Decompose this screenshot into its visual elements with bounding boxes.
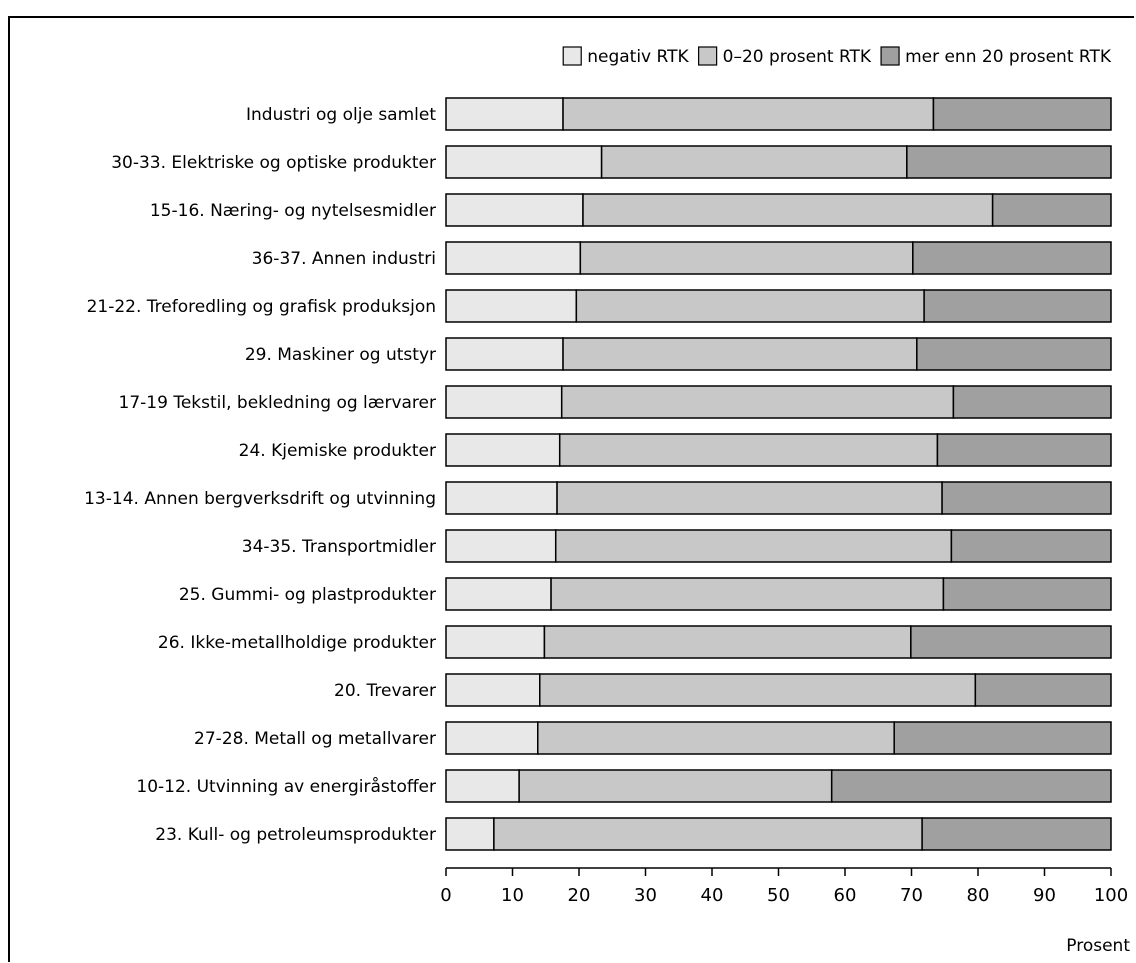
bar-negativ-rtk-12 <box>445 625 546 659</box>
bar-mer-enn-20-prosent-rtk-4 <box>912 241 1112 275</box>
bar-mer-enn-20-prosent-rtk-5 <box>923 289 1112 323</box>
category-labels: Industri og olje samlet 30-33. Elektriske… <box>84 105 436 845</box>
bar-negativ-rtk-9 <box>445 481 558 515</box>
x-tick-label-100: 100 <box>1094 885 1128 906</box>
bar-mer-enn-20-prosent-rtk-3 <box>991 193 1112 227</box>
category-label-20-trevarer: 20. Trevarer <box>334 681 436 701</box>
x-tick-label-40: 40 <box>701 885 724 906</box>
category-label-23-kull-og-petroleumsprodukter: 23. Kull- og petroleumsprodukter <box>155 825 436 845</box>
bar-0-20-prosent-rtk-10 <box>554 529 953 563</box>
bar-mer-enn-20-prosent-rtk-12 <box>910 625 1112 659</box>
bar-negativ-rtk-15 <box>445 769 520 803</box>
category-label-10-12-utvinning-av-energirastoffer: 10-12. Utvinning av energiråstoffer <box>136 776 436 797</box>
category-label-25-gummi-og-plastprodukter: 25. Gummi- og plastprodukter <box>179 585 436 605</box>
bar-mer-enn-20-prosent-rtk-7 <box>952 385 1112 419</box>
legend-label-0-20-prosent-rtk: 0–20 prosent RTK <box>723 47 872 67</box>
category-label-36-37-annen-industri: 36-37. Annen industri <box>252 249 436 269</box>
bar-negativ-rtk-16 <box>445 817 495 851</box>
bar-0-20-prosent-rtk-2 <box>600 145 908 179</box>
bar-negativ-rtk-2 <box>445 145 603 179</box>
bar-mer-enn-20-prosent-rtk-14 <box>893 721 1112 755</box>
category-label-27-28-metall-og-metallvarer: 27-28. Metall og metallvarer <box>194 729 436 749</box>
legend-swatch-0-20-prosent-rtk <box>698 46 718 66</box>
bar-mer-enn-20-prosent-rtk-8 <box>936 433 1112 467</box>
legend-label-negativ-rtk: negativ RTK <box>587 47 689 67</box>
x-tick-label-10: 10 <box>501 885 524 906</box>
bar-negativ-rtk-13 <box>445 673 541 707</box>
category-label-26-ikke-metallholdige-produkter: 26. Ikke-metallholdige produkter <box>158 633 436 653</box>
bar-mer-enn-20-prosent-rtk-1 <box>932 97 1112 131</box>
bar-negativ-rtk-7 <box>445 385 563 419</box>
category-label-17-19-tekstil-bekledning-og-l-rvarer: 17-19 Tekstil, bekledning og lærvarer <box>119 393 436 413</box>
bar-0-20-prosent-rtk-6 <box>562 337 918 371</box>
x-tick-label-30: 30 <box>634 885 657 906</box>
category-label-29-maskiner-og-utstyr: 29. Maskiner og utstyr <box>245 345 436 365</box>
bar-negativ-rtk-6 <box>445 337 564 371</box>
bar-0-20-prosent-rtk-7 <box>560 385 955 419</box>
bar-0-20-prosent-rtk-3 <box>582 193 994 227</box>
bar-negativ-rtk-5 <box>445 289 578 323</box>
x-tick-label-90: 90 <box>1033 885 1056 906</box>
bar-negativ-rtk-8 <box>445 433 561 467</box>
chart-frame <box>8 16 1134 962</box>
legend: mer enn 20 prosent RTK 0–20 prosent RTK ne… <box>562 46 1112 67</box>
category-label-24-kjemiske-produkter: 24. Kjemiske produkter <box>239 441 436 461</box>
bar-mer-enn-20-prosent-rtk-16 <box>921 817 1112 851</box>
bar-0-20-prosent-rtk-14 <box>537 721 895 755</box>
x-axis-label: Prosent <box>1066 936 1130 956</box>
legend-label-mer-enn-20-prosent-rtk: mer enn 20 prosent RTK <box>905 47 1112 67</box>
bars <box>445 97 1112 851</box>
legend-swatch-mer-enn-20-prosent-rtk <box>880 46 900 66</box>
category-label-industri-og-olje-samlet: Industri og olje samlet <box>246 105 436 125</box>
bar-mer-enn-20-prosent-rtk-9 <box>941 481 1112 515</box>
bar-0-20-prosent-rtk-16 <box>493 817 923 851</box>
category-label-21-22-treforedling-og-grafisk-produksjon: 21-22. Treforedling og grafisk produksjo… <box>87 297 436 317</box>
bar-0-20-prosent-rtk-15 <box>518 769 833 803</box>
bar-mer-enn-20-prosent-rtk-13 <box>974 673 1112 707</box>
bar-0-20-prosent-rtk-13 <box>539 673 977 707</box>
category-label-15-16-n-ring-og-nytelsesmidler: 15-16. Næring- og nytelsesmidler <box>150 201 436 221</box>
category-label-13-14-annen-bergverksdrift-og-utvinning: 13-14. Annen bergverksdrift og utvinning <box>84 489 436 509</box>
x-tick-label-50: 50 <box>767 885 790 906</box>
bar-mer-enn-20-prosent-rtk-6 <box>916 337 1112 371</box>
bar-negativ-rtk-11 <box>445 577 552 611</box>
x-tick-label-70: 70 <box>900 885 923 906</box>
bar-negativ-rtk-3 <box>445 193 584 227</box>
bar-0-20-prosent-rtk-9 <box>556 481 943 515</box>
bar-mer-enn-20-prosent-rtk-11 <box>942 577 1112 611</box>
bar-negativ-rtk-14 <box>445 721 539 755</box>
bar-negativ-rtk-1 <box>445 97 564 131</box>
bar-0-20-prosent-rtk-4 <box>579 241 914 275</box>
x-tick-label-0: 0 <box>440 885 451 906</box>
bar-0-20-prosent-rtk-8 <box>558 433 939 467</box>
bar-mer-enn-20-prosent-rtk-15 <box>830 769 1112 803</box>
bar-negativ-rtk-4 <box>445 241 582 275</box>
category-label-34-35-transportmidler: 34-35. Transportmidler <box>242 537 436 557</box>
bar-0-20-prosent-rtk-12 <box>543 625 912 659</box>
x-tick-label-80: 80 <box>967 885 990 906</box>
bar-0-20-prosent-rtk-11 <box>550 577 945 611</box>
category-label-30-33-elektriske-og-optiske-produkter: 30-33. Elektriske og optiske produkter <box>111 153 436 173</box>
bar-negativ-rtk-10 <box>445 529 557 563</box>
bar-0-20-prosent-rtk-1 <box>562 97 935 131</box>
bar-mer-enn-20-prosent-rtk-10 <box>950 529 1112 563</box>
legend-swatch-negativ-rtk <box>562 46 582 66</box>
bar-mer-enn-20-prosent-rtk-2 <box>906 145 1112 179</box>
x-tick-label-60: 60 <box>834 885 857 906</box>
bar-0-20-prosent-rtk-5 <box>575 289 925 323</box>
x-axis: 0 10 20 30 40 50 60 70 80 90 100 <box>440 867 1128 906</box>
x-tick-label-20: 20 <box>568 885 591 906</box>
